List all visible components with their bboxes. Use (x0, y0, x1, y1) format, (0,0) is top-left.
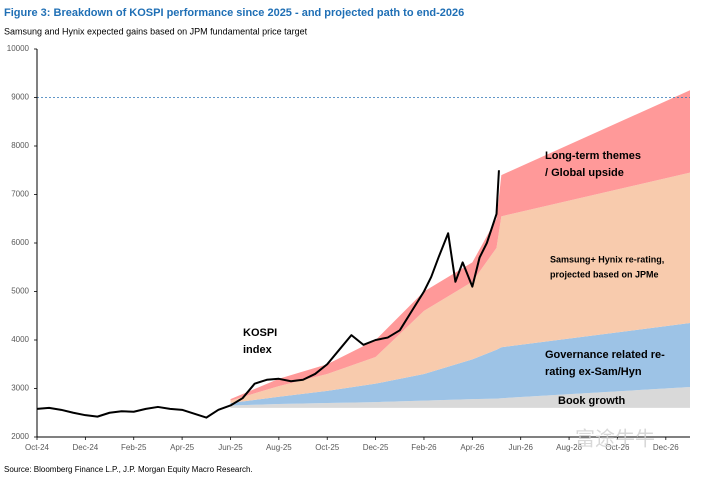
line-annotation: KOSPI (243, 327, 277, 339)
y-tick-label: 2000 (11, 432, 29, 441)
y-tick-label: 10000 (7, 44, 30, 53)
series-annotation: rating ex-Sam/Hyn (545, 366, 642, 378)
series-annotation: Samsung+ Hynix re-rating, (550, 254, 664, 264)
kospi-line (36, 170, 500, 419)
x-tick-label: Feb-26 (411, 443, 437, 452)
series-annotation: Book growth (558, 395, 625, 407)
x-tick-label: Apr-26 (460, 443, 485, 452)
chart-title: Figure 3: Breakdown of KOSPI performance… (4, 7, 464, 19)
series-annotation: Long-term themes (545, 150, 641, 162)
stacked-area (230, 172, 690, 404)
y-tick-label: 4000 (11, 335, 29, 344)
stacked-area (230, 387, 690, 408)
source-note: Source: Bloomberg Finance L.P., J.P. Mor… (4, 465, 253, 474)
x-tick-label: Dec-26 (653, 443, 679, 452)
x-tick-label: Oct-24 (25, 443, 50, 452)
x-tick-label: Apr-25 (170, 443, 195, 452)
y-tick-label: 7000 (11, 190, 29, 199)
x-tick-label: Feb-25 (121, 443, 147, 452)
x-tick-label: Dec-25 (363, 443, 389, 452)
chart-subtitle: Samsung and Hynix expected gains based o… (4, 26, 308, 36)
stacked-area (230, 323, 690, 406)
y-tick-label: 8000 (11, 141, 29, 150)
x-tick-label: Jun-26 (508, 443, 533, 452)
series-annotation: Governance related re- (545, 349, 665, 361)
line-annotation: index (243, 344, 273, 356)
x-tick-label: Dec-24 (72, 443, 98, 452)
x-tick-label: Oct-26 (605, 443, 630, 452)
series-annotation: projected based on JPMe (550, 269, 659, 279)
x-tick-label: Jun-25 (218, 443, 243, 452)
y-tick-label: 3000 (11, 384, 29, 393)
y-tick-label: 5000 (11, 287, 29, 296)
y-tick-label: 9000 (11, 93, 29, 102)
x-tick-label: Oct-25 (315, 443, 340, 452)
x-tick-label: Aug-26 (556, 443, 582, 452)
series-annotation: / Global upside (545, 167, 624, 179)
stacked-area (230, 90, 690, 401)
x-tick-label: Aug-25 (266, 443, 292, 452)
watermark: 富途牛牛 (575, 427, 655, 450)
y-tick-label: 6000 (11, 238, 29, 247)
